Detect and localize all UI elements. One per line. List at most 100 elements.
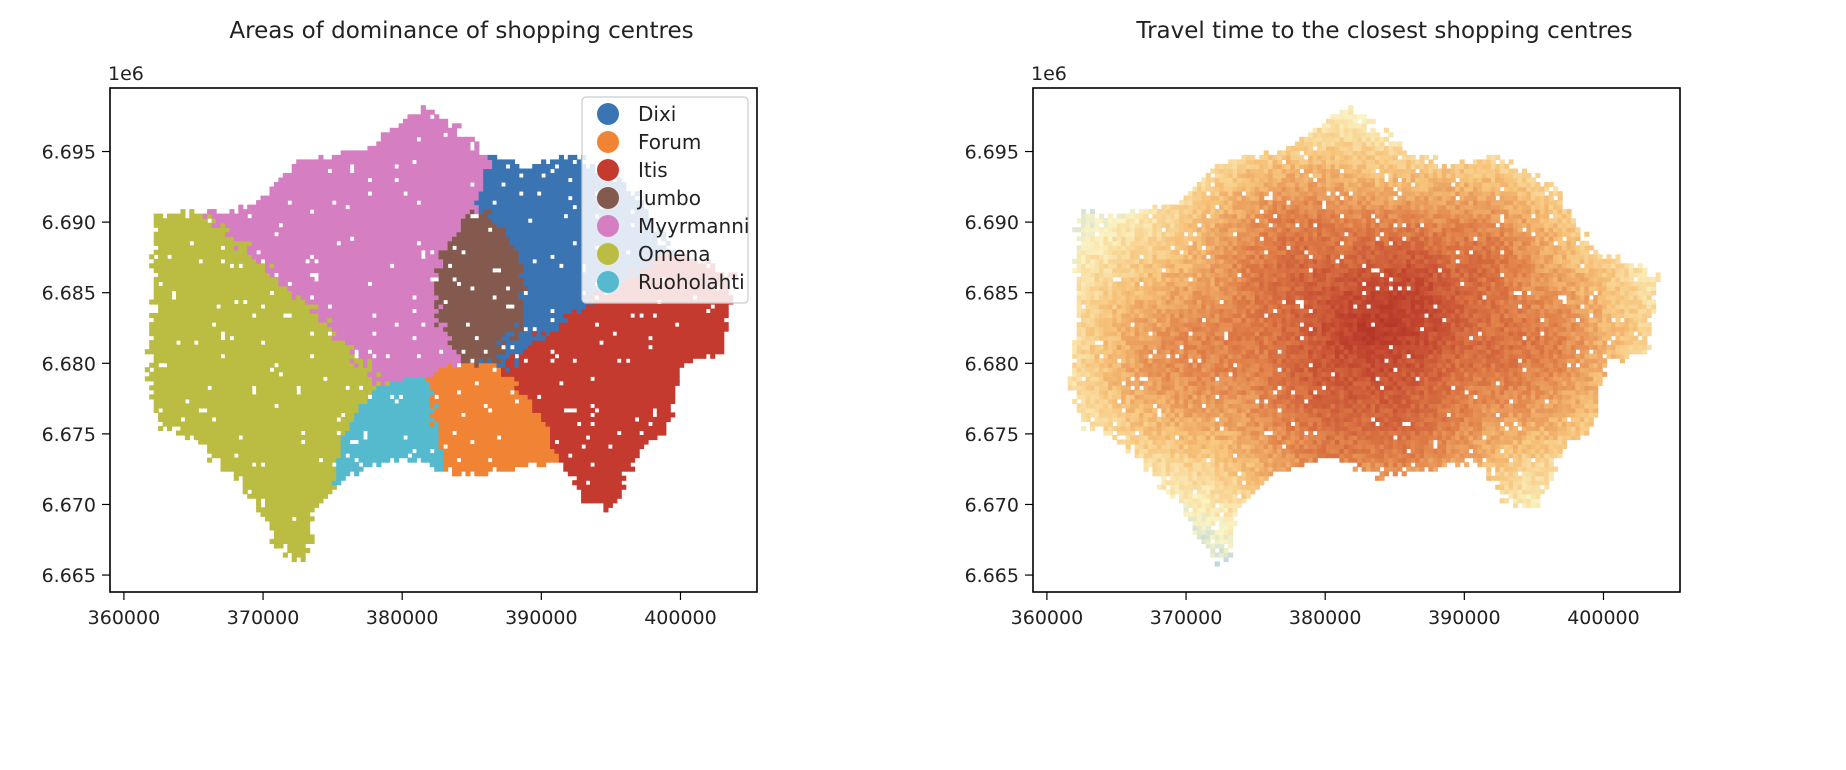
- map-cell: [251, 335, 257, 341]
- map-cell: [354, 398, 360, 404]
- map-cell: [420, 231, 426, 237]
- map-cell: [273, 218, 279, 224]
- map-cell: [358, 227, 364, 233]
- map-cell: [394, 407, 400, 413]
- map-cell: [394, 444, 400, 450]
- map-cell: [371, 308, 377, 314]
- map-cell: [305, 367, 311, 373]
- map-cell: [429, 177, 435, 183]
- map-cell: [376, 186, 382, 192]
- map-cell: [305, 466, 311, 472]
- map-cell: [296, 195, 302, 201]
- map-cell: [363, 168, 369, 174]
- map-cell: [354, 173, 360, 179]
- map-cell: [349, 435, 355, 441]
- map-cell: [483, 380, 489, 386]
- map-cell: [367, 195, 373, 201]
- map-cell: [354, 426, 360, 432]
- map-cell: [287, 475, 293, 481]
- map-cell: [340, 421, 346, 427]
- map-cell: [371, 182, 377, 188]
- map-cell: [385, 435, 391, 441]
- map-cell: [460, 276, 466, 282]
- map-cell: [367, 209, 373, 215]
- map-cell: [349, 285, 355, 291]
- map-cell: [336, 412, 342, 418]
- map-cell: [202, 403, 208, 409]
- map-cell: [211, 412, 217, 418]
- map-cell: [474, 376, 480, 382]
- map-cell: [398, 236, 404, 242]
- map-cell: [407, 430, 413, 436]
- map-cell: [296, 529, 302, 535]
- map-cell: [242, 245, 248, 251]
- map-cell: [354, 362, 360, 368]
- map-cell: [305, 398, 311, 404]
- map-cell: [452, 195, 458, 201]
- map-cell: [389, 186, 395, 192]
- map-cell: [180, 385, 186, 391]
- map-cell: [331, 285, 337, 291]
- map-cell: [345, 290, 351, 296]
- map-cell: [371, 236, 377, 242]
- map-cell: [300, 222, 306, 228]
- map-cell: [216, 258, 222, 264]
- map-cell: [273, 213, 279, 219]
- map-cell: [376, 173, 382, 179]
- map-cell: [474, 462, 480, 468]
- map-cell: [314, 177, 320, 183]
- map-cell: [273, 191, 279, 197]
- map-cell: [465, 145, 471, 151]
- map-cell: [398, 426, 404, 432]
- map-cell: [376, 236, 382, 242]
- map-cell: [193, 344, 199, 350]
- map-cell: [469, 249, 475, 255]
- map-cell: [354, 218, 360, 224]
- map-cell: [438, 367, 444, 373]
- map-cell: [198, 218, 204, 224]
- map-cell: [224, 326, 230, 332]
- map-cell: [403, 389, 409, 395]
- map-cell: [224, 344, 230, 350]
- map-cell: [331, 281, 337, 287]
- map-cell: [322, 380, 328, 386]
- map-cell: [300, 290, 306, 296]
- map-cell: [229, 371, 235, 377]
- map-cell: [483, 435, 489, 441]
- map-cell: [171, 267, 177, 273]
- map-cell: [394, 335, 400, 341]
- map-cell: [282, 200, 288, 206]
- map-cell: [238, 245, 244, 251]
- map-cell: [256, 457, 262, 463]
- map-cell: [180, 222, 186, 228]
- map-cell: [327, 353, 333, 359]
- map-cell: [180, 430, 186, 436]
- map-cell: [394, 412, 400, 418]
- map-cell: [425, 249, 431, 255]
- map-cell: [305, 281, 311, 287]
- map-cell: [340, 186, 346, 192]
- map-cell: [438, 389, 444, 395]
- map-cell: [233, 444, 239, 450]
- map-cell: [425, 236, 431, 242]
- map-cell: [180, 209, 186, 215]
- map-cell: [358, 281, 364, 287]
- map-cell: [389, 132, 395, 138]
- map-cell: [358, 200, 364, 206]
- map-cell: [416, 344, 422, 350]
- map-cell: [460, 263, 466, 269]
- map-cell: [411, 123, 417, 129]
- map-cell: [407, 123, 413, 129]
- map-cell: [420, 403, 426, 409]
- map-cell: [265, 493, 271, 499]
- map-cell: [149, 385, 155, 391]
- map-cell: [340, 209, 346, 215]
- map-cell: [456, 168, 462, 174]
- map-cell: [211, 254, 217, 260]
- map-cell: [318, 186, 324, 192]
- map-cell: [354, 317, 360, 323]
- map-cell: [411, 141, 417, 147]
- map-cell: [167, 376, 173, 382]
- map-cell: [407, 403, 413, 409]
- map-cell: [180, 362, 186, 368]
